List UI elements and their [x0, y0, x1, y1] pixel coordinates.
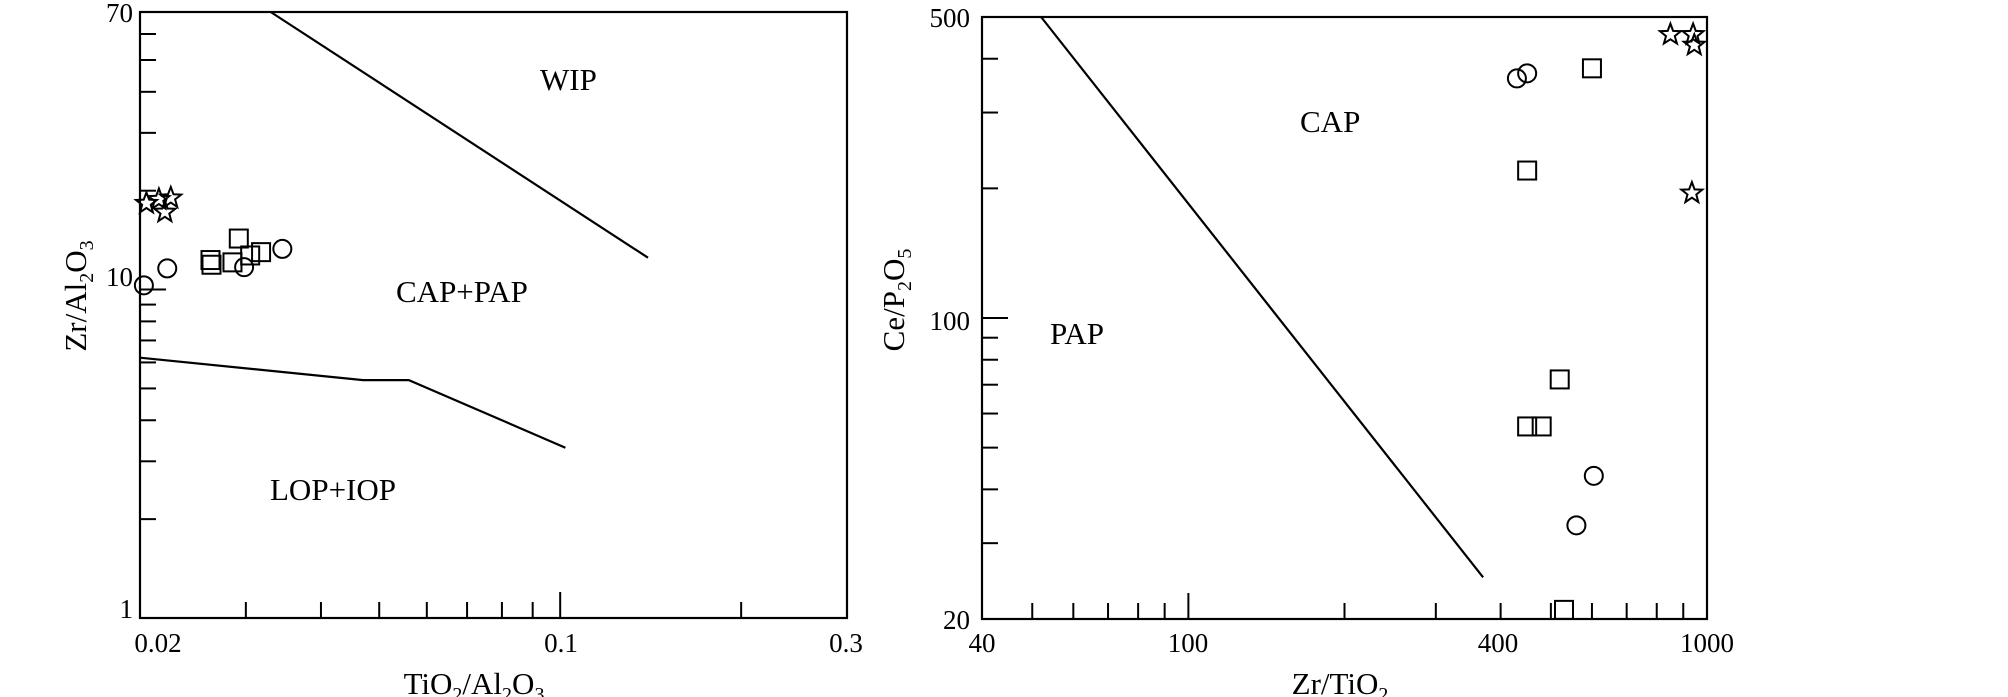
field-boundary-line [270, 11, 649, 259]
y-tick-label: 100 [930, 306, 971, 336]
data-point-square [1581, 58, 1602, 79]
field-boundary-line [1040, 16, 1484, 578]
data-points [133, 184, 293, 296]
data-point-square [1549, 369, 1570, 390]
data-point-square [228, 228, 249, 249]
axis-ticks [982, 57, 1685, 619]
data-point-square [222, 252, 243, 273]
data-point-star [1657, 20, 1684, 46]
x-tick-label: 1000 [1680, 628, 1734, 658]
data-point-circle [1506, 68, 1527, 89]
data-point-circle [1583, 465, 1604, 486]
x-tick-label: 0.1 [544, 628, 578, 658]
data-point-star [151, 198, 179, 224]
y-tick-label: 10 [106, 262, 133, 292]
field-label-lop-iop: LOP+IOP [270, 472, 396, 507]
data-points [1506, 20, 1708, 620]
axis-ticks [140, 32, 743, 618]
plot-frame [138, 10, 849, 620]
data-point-star [1681, 31, 1708, 57]
x-tick-label: 100 [1168, 628, 1209, 658]
data-point-star [157, 184, 184, 210]
data-point-circle [272, 238, 293, 259]
data-point-square [200, 250, 221, 271]
y-axis-label: Zr/Al2O3 [58, 240, 98, 351]
y-tick-label: 1 [120, 594, 134, 624]
y-tick-label: 500 [930, 3, 971, 33]
field-boundaries [1040, 16, 1484, 578]
field-label-cap-pap: CAP+PAP [396, 274, 528, 309]
chart-tio2-zr-discrimination: 70 10 1 0.02 0.1 0.3 WIP CAP+PAP LOP+IOP… [58, 0, 863, 697]
data-point-square [240, 245, 261, 266]
data-point-star [1679, 20, 1707, 46]
field-boundaries [139, 11, 649, 449]
x-axis-label: TiO2/Al2O3 [404, 666, 545, 697]
y-tick-label: 70 [106, 0, 133, 28]
x-tick-label: 400 [1478, 628, 1519, 658]
field-label-pap: PAP [1050, 316, 1104, 351]
x-axis-label: Zr/TiO2 [1292, 666, 1389, 697]
data-point-circle [157, 258, 178, 279]
data-point-square [201, 254, 222, 275]
data-point-circle [1517, 63, 1538, 84]
x-tick-label: 0.3 [829, 628, 863, 658]
data-point-square [1554, 599, 1575, 620]
data-point-star [145, 185, 173, 211]
data-point-square [1517, 160, 1538, 181]
data-point-square [1531, 416, 1552, 437]
x-tick-label: 40 [969, 628, 996, 658]
y-axis-label: Ce/P2O5 [876, 249, 916, 352]
y-tick-label: 20 [943, 605, 970, 635]
data-point-circle [133, 275, 154, 296]
field-label-cap: CAP [1300, 104, 1360, 139]
data-point-circle [1566, 515, 1587, 536]
field-label-wip: WIP [540, 62, 597, 97]
data-point-circle [234, 257, 255, 278]
data-point-square [1517, 416, 1538, 437]
chart-zr-ce-discrimination: 500 100 20 40 100 400 1000 CAP PAP Zr/Ti… [876, 3, 1734, 697]
data-point-star [1678, 179, 1706, 205]
data-point-square [251, 242, 272, 263]
x-tick-label: 0.02 [134, 628, 181, 658]
field-boundary-line [139, 356, 566, 449]
